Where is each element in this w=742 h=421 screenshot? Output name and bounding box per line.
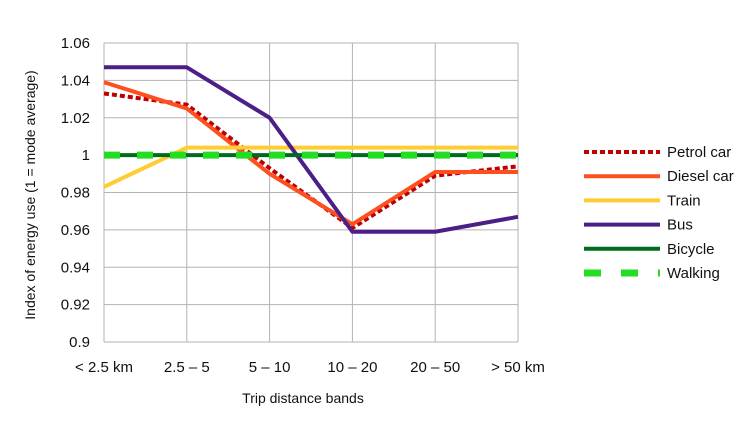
y-tick-label: 0.96 (61, 222, 90, 239)
y-tick-label: 1.06 (61, 35, 90, 52)
x-tick-labels: < 2.5 km 2.5 – 5 5 – 10 10 – 20 20 – 50 > 50 … (75, 359, 545, 376)
series-line-bus (104, 65, 519, 234)
y-tick-label: 1.04 (61, 72, 90, 89)
x-axis-title: Trip distance bands (242, 390, 364, 406)
series-lines (103, 65, 519, 234)
x-tick-label: > 50 km (491, 359, 545, 376)
legend-label: Bicycle (667, 241, 715, 258)
y-tick-label: 0.92 (61, 297, 90, 314)
legend-label: Bus (667, 217, 693, 234)
y-tick-label: 1.02 (61, 110, 90, 127)
x-tick-label: < 2.5 km (75, 359, 133, 376)
y-tick-label: 0.9 (69, 334, 90, 351)
x-tick-label: 5 – 10 (249, 359, 291, 376)
y-tick-labels: 0.9 0.92 0.94 0.96 0.98 1 1.02 1.04 1.06 (61, 35, 90, 351)
x-tick-label: 20 – 50 (410, 359, 460, 376)
y-tick-label: 0.98 (61, 185, 90, 202)
y-axis-title: Index of energy use (1 = mode average) (22, 70, 38, 319)
series-line-petrol-car (103, 91, 519, 231)
legend-label: Train (667, 192, 701, 209)
y-tick-label: 1 (82, 147, 90, 164)
y-tick-label: 0.94 (61, 259, 90, 276)
legend-label: Walking (667, 265, 720, 282)
series-line-diesel-car (103, 80, 518, 227)
legend: Petrol car Diesel car Train Bus Bicycle Walki… (584, 144, 734, 282)
legend-label: Diesel car (667, 168, 734, 185)
grid (103, 42, 519, 343)
x-tick-label: 2.5 – 5 (164, 359, 210, 376)
x-tick-label: 10 – 20 (327, 359, 377, 376)
legend-label: Petrol car (667, 144, 731, 161)
